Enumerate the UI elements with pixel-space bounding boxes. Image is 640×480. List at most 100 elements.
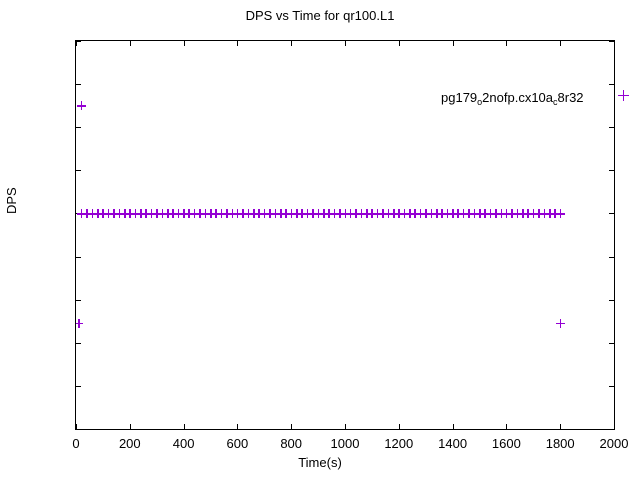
y-axis-title: DPS xyxy=(4,187,19,214)
data-point-marker xyxy=(383,208,393,218)
data-point-marker xyxy=(351,208,361,218)
y-tick-mark-right xyxy=(609,170,615,172)
data-point-marker xyxy=(275,208,285,218)
data-point-marker xyxy=(162,208,172,218)
data-point-marker xyxy=(555,318,565,328)
data-point-marker xyxy=(367,208,377,218)
data-point-marker xyxy=(453,208,463,218)
data-point-marker xyxy=(87,208,97,218)
data-point-marker xyxy=(356,208,366,218)
data-point-marker xyxy=(152,208,162,218)
data-point-marker xyxy=(431,208,441,218)
data-point-marker xyxy=(539,208,549,218)
data-point-marker xyxy=(501,208,511,218)
data-point-marker xyxy=(437,208,447,218)
x-tick-mark xyxy=(345,424,346,430)
data-point-marker xyxy=(512,208,522,218)
data-point-marker xyxy=(448,208,458,218)
data-point-marker xyxy=(227,208,237,218)
data-point-marker xyxy=(405,208,415,218)
x-tick-mark-top xyxy=(183,40,185,46)
x-tick-mark-top xyxy=(560,40,562,46)
data-point-marker xyxy=(340,208,350,218)
x-tick-label: 1200 xyxy=(384,436,414,451)
data-point-marker xyxy=(410,208,420,218)
y-tick-mark-right xyxy=(609,429,615,430)
data-point-marker xyxy=(173,208,183,218)
y-tick-mark xyxy=(75,256,81,258)
data-point-marker xyxy=(119,208,129,218)
data-point-marker xyxy=(469,208,479,218)
data-point-marker xyxy=(372,208,382,218)
data-point-marker xyxy=(297,208,307,218)
data-point-marker xyxy=(243,208,253,218)
data-point-marker xyxy=(109,208,119,218)
x-tick-mark xyxy=(76,424,77,430)
y-tick-mark-right xyxy=(609,342,615,344)
data-point-marker xyxy=(141,208,151,218)
x-tick-label: 800 xyxy=(280,436,303,451)
legend-label-text: 8r32 xyxy=(557,90,584,105)
y-tick-mark xyxy=(75,170,81,172)
data-point-marker xyxy=(550,208,560,218)
y-tick-mark xyxy=(75,429,81,430)
data-point-marker xyxy=(308,208,318,218)
x-tick-mark-top xyxy=(76,40,77,46)
y-tick-mark-right xyxy=(609,127,615,129)
legend-label-subscript: o xyxy=(477,97,483,107)
x-tick-mark-top xyxy=(614,40,615,46)
x-tick-mark xyxy=(452,424,454,430)
data-point-marker xyxy=(265,208,275,218)
data-point-marker xyxy=(329,208,339,218)
data-point-marker xyxy=(394,208,404,218)
data-point-marker xyxy=(426,208,436,218)
x-tick-mark-top xyxy=(452,40,454,46)
y-tick-mark xyxy=(75,342,81,344)
data-point-marker xyxy=(232,208,242,218)
data-point-marker xyxy=(270,208,280,218)
data-point-marker xyxy=(302,208,312,218)
x-tick-mark-top xyxy=(506,40,508,46)
legend-label-text: 2nofp.cx10a xyxy=(482,90,554,105)
data-point-marker xyxy=(179,208,189,218)
y-tick-mark-right xyxy=(609,256,615,258)
chart-title: DPS vs Time for qr100.L1 xyxy=(245,8,395,23)
data-point-marker xyxy=(555,208,565,218)
x-tick-mark-top xyxy=(398,40,400,46)
x-tick-mark xyxy=(291,424,293,430)
x-tick-mark-top xyxy=(237,40,239,46)
data-point-marker xyxy=(222,208,232,218)
plot-frame: 020406080100120140160180 020040060080010… xyxy=(72,40,629,451)
data-point-marker xyxy=(93,208,103,218)
data-point-marker xyxy=(98,208,108,218)
y-tick-mark-right xyxy=(609,299,615,301)
y-tick-mark-right xyxy=(609,84,615,86)
data-point-marker xyxy=(378,208,388,218)
x-tick-label: 600 xyxy=(226,436,249,451)
legend: pg179o2nofp.cx10ac8r32 xyxy=(441,89,629,107)
data-point-marker xyxy=(475,208,484,218)
data-point-marker xyxy=(125,208,135,218)
x-tick-mark-top xyxy=(345,40,346,46)
y-tick-mark xyxy=(75,385,81,387)
data-point-marker xyxy=(184,208,194,218)
data-point-marker xyxy=(216,208,226,218)
y-tick-mark xyxy=(75,127,81,129)
x-tick-label: 200 xyxy=(118,436,141,451)
data-point-marker xyxy=(388,208,398,218)
data-point-marker xyxy=(259,208,269,218)
x-tick-label: 400 xyxy=(172,436,195,451)
data-point-marker xyxy=(362,208,372,218)
x-tick-label: 1000 xyxy=(330,436,360,451)
y-tick-mark-right xyxy=(609,385,615,387)
data-point-marker xyxy=(313,208,323,218)
x-tick-mark-top xyxy=(291,40,293,46)
data-point-marker xyxy=(491,208,501,218)
data-point-marker xyxy=(249,208,259,218)
data-point-marker xyxy=(496,208,506,218)
data-point-marker xyxy=(189,208,199,218)
data-point-marker xyxy=(507,208,517,218)
data-point-marker xyxy=(254,208,264,218)
data-point-marker xyxy=(157,208,167,218)
x-tick-mark xyxy=(398,424,400,430)
